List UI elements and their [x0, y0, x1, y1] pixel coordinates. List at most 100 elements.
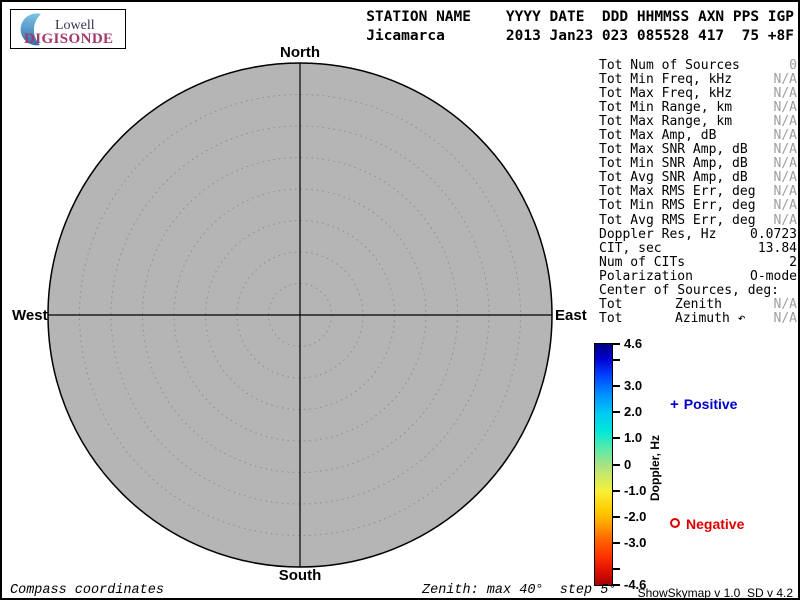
version-label: ShowSkymap v 1.0 SD v 4.2: [637, 586, 793, 600]
stat-label: CIT, sec: [599, 240, 662, 256]
colorbar-tick-label: 0: [624, 456, 632, 472]
colorbar-tick-label: 2.0: [624, 404, 643, 420]
colorbar-tick: [613, 489, 620, 492]
stat-value: 0: [789, 58, 797, 73]
stat-label: Tot Avg SNR Amp, dB: [599, 170, 748, 186]
legend-negative: Negative: [670, 516, 744, 532]
stat-label: Tot Max RMS Err, deg: [599, 184, 756, 200]
colorbar-tick-label: -4.6: [624, 577, 647, 592]
stat-label: Tot: [599, 310, 623, 326]
legend-positive: + Positive: [670, 396, 737, 413]
stat-value: N/A: [773, 170, 797, 186]
stat-label: Num of CITs: [599, 254, 686, 270]
stat-value: N/A: [773, 128, 797, 144]
stat-row: Tot Azimuth ↶ N/A: [599, 310, 797, 326]
compass-label-north: North: [280, 44, 320, 61]
colorbar-tick: [613, 515, 620, 518]
colorbar-tick: [613, 568, 620, 571]
stat-label: Tot Max Freq, kHz: [599, 86, 733, 102]
colorbar-axis-label: Doppler, Hz: [648, 434, 662, 502]
stat-row: Tot Min SNR Amp, dB N/A: [599, 157, 797, 171]
stat-row: Tot Min Range, km N/A: [599, 101, 797, 115]
stat-value: 13.84: [757, 240, 797, 256]
colorbar-tick-label: 3.0: [624, 377, 643, 393]
stat-value: N/A: [773, 86, 797, 102]
stat-value: 0.0723: [750, 226, 797, 242]
plus-marker-icon: +: [670, 396, 679, 413]
stat-row: Tot Num of Sources 0: [599, 58, 797, 73]
stat-value: N/A: [773, 72, 797, 88]
stat-label: Tot: [599, 296, 623, 312]
stat-sublabel: Azimuth ↶: [675, 310, 746, 326]
colorbar-tick-label: 1.0: [624, 430, 643, 446]
digisonde-crescent-icon: [20, 13, 41, 46]
stat-value: N/A: [773, 156, 797, 172]
stat-row: Tot Min Freq, kHz N/A: [599, 72, 797, 88]
stat-label: Tot Min RMS Err, deg: [599, 198, 756, 214]
colorbar-tick-label: -2.0: [624, 508, 647, 524]
stat-sublabel: Zenith: [675, 296, 722, 312]
stat-label: Tot Max Amp, dB: [599, 128, 717, 144]
colorbar-tick: [613, 584, 620, 586]
stat-row: Tot Max Range, km N/A: [599, 115, 797, 129]
stat-label: Tot Avg RMS Err, deg: [599, 212, 756, 228]
header-station-values: Jicamarca 2013 Jan23 023 085528 417 75 +…: [366, 28, 794, 44]
stat-row: CIT, sec 13.84: [599, 240, 797, 256]
stat-row: Num of CITs 2: [599, 254, 797, 270]
header-column-titles: STATION NAME YYYY DATE DDD HHMMSS AXN PP…: [366, 9, 794, 25]
stat-value: 2: [789, 254, 797, 270]
stat-value: N/A: [773, 142, 797, 158]
stat-label: Tot Min SNR Amp, dB: [599, 156, 748, 172]
stat-label: Tot Max Range, km: [599, 114, 733, 130]
zenith-range-label: Zenith: max 40° step 5°: [422, 583, 617, 598]
stat-label: Tot Max SNR Amp, dB: [599, 142, 748, 158]
legend-positive-label: Positive: [683, 396, 738, 412]
station-header: STATION NAME YYYY DATE DDD HHMMSS AXN PP…: [366, 8, 794, 46]
logo-digisonde-text: DIGISONDE: [24, 31, 114, 47]
stat-value: N/A: [773, 100, 797, 116]
stat-row: Polarization O-mode: [599, 268, 797, 284]
compass-label-south: South: [278, 567, 322, 584]
logo-lowell-text: Lowell: [55, 18, 95, 33]
stat-row: Tot Max SNR Amp, dB N/A: [599, 143, 797, 157]
colorbar-tick: [613, 463, 620, 466]
stat-value: N/A: [773, 114, 797, 130]
stat-row: Tot Zenith N/A: [599, 296, 797, 312]
stat-label: Doppler Res, Hz: [599, 226, 717, 242]
stat-value: O-mode: [750, 268, 797, 284]
stat-row: Tot Max Amp, dB N/A: [599, 129, 797, 143]
stat-row: Doppler Res, Hz 0.0723: [599, 226, 797, 242]
stat-label: Tot Min Range, km: [599, 100, 733, 116]
lowell-digisonde-logo: Lowell DIGISONDE: [10, 9, 126, 49]
colorbar-tick: [613, 384, 620, 387]
coordinate-system-label: Compass coordinates: [10, 583, 164, 598]
stat-value: N/A: [773, 184, 797, 200]
circle-marker-icon: [670, 518, 680, 528]
stat-row: Tot Avg RMS Err, deg N/A: [599, 212, 797, 228]
stat-row: Center of Sources, deg:: [599, 282, 797, 298]
stat-label: Center of Sources, deg:: [599, 282, 780, 298]
legend-negative-label: Negative: [686, 516, 745, 532]
stat-label: Tot Num of Sources: [599, 58, 740, 73]
colorbar-tick-label: -3.0: [624, 535, 647, 551]
stats-panel: Tot Num of Sources 0 Tot Min Freq, kHz N/A T…: [599, 58, 797, 326]
stat-label: Polarization: [599, 268, 693, 284]
stat-value: N/A: [773, 296, 797, 312]
stat-value: N/A: [773, 310, 797, 326]
stat-row: Tot Max RMS Err, deg N/A: [599, 185, 797, 199]
compass-label-west: West: [12, 307, 48, 324]
stat-value: N/A: [773, 212, 797, 228]
colorbar-tick: [613, 343, 620, 345]
stat-row: Tot Avg SNR Amp, dB N/A: [599, 171, 797, 185]
stat-row: Tot Max Freq, kHz N/A: [599, 87, 797, 101]
colorbar-tick-label: 4.6: [624, 336, 643, 351]
colorbar-tick-label: -1.0: [624, 482, 647, 498]
stat-value: N/A: [773, 198, 797, 214]
compass-label-east: East: [555, 307, 587, 324]
doppler-colorbar: 4.6 3.0 2.0 1.0 0 -1.0 -2.0 -3.0 -4.6: [594, 336, 714, 592]
colorbar-tick: [613, 411, 620, 414]
colorbar-gradient: [594, 343, 613, 586]
stat-row: Tot Min RMS Err, deg N/A: [599, 199, 797, 213]
